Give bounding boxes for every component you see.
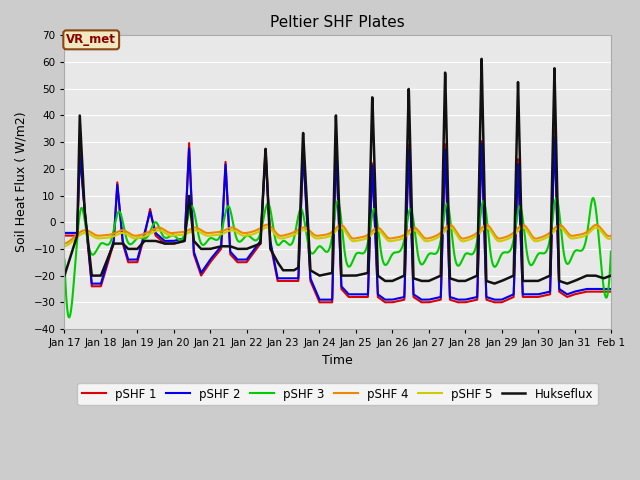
- pSHF 3: [123, 237, 131, 243]
- pSHF 5: [123, 231, 131, 237]
- Hukseflux: [270, 253, 278, 259]
- Hukseflux: [477, 56, 485, 62]
- pSHF 2: [607, 286, 615, 292]
- Hukseflux: [156, 239, 163, 245]
- pSHF 3: [61, 257, 68, 263]
- Hukseflux: [61, 273, 68, 278]
- pSHF 5: [61, 243, 68, 249]
- Line: pSHF 4: pSHF 4: [65, 225, 611, 243]
- pSHF 2: [123, 252, 131, 258]
- pSHF 5: [156, 228, 163, 233]
- pSHF 4: [270, 228, 278, 233]
- pSHF 5: [596, 228, 604, 233]
- pSHF 1: [294, 278, 301, 284]
- Hukseflux: [607, 273, 615, 278]
- pSHF 4: [264, 222, 271, 228]
- pSHF 2: [61, 230, 68, 236]
- Line: Hukseflux: Hukseflux: [65, 59, 611, 284]
- Line: pSHF 3: pSHF 3: [65, 198, 611, 317]
- pSHF 3: [589, 195, 597, 201]
- pSHF 2: [294, 276, 301, 281]
- pSHF 5: [264, 225, 271, 230]
- pSHF 4: [123, 229, 131, 235]
- X-axis label: Time: Time: [323, 354, 353, 367]
- Hukseflux: [123, 245, 131, 251]
- pSHF 1: [123, 254, 131, 260]
- pSHF 5: [294, 230, 301, 236]
- pSHF 3: [294, 215, 301, 221]
- pSHF 2: [270, 257, 278, 263]
- pSHF 3: [270, 230, 278, 236]
- pSHF 1: [316, 300, 323, 305]
- Line: pSHF 1: pSHF 1: [65, 130, 611, 302]
- pSHF 2: [538, 291, 545, 297]
- pSHF 4: [294, 227, 301, 233]
- pSHF 1: [270, 260, 278, 265]
- pSHF 5: [538, 237, 545, 243]
- pSHF 2: [316, 297, 323, 302]
- pSHF 4: [61, 240, 68, 246]
- pSHF 2: [156, 233, 163, 239]
- pSHF 5: [607, 235, 615, 241]
- Y-axis label: Soil Heat Flux ( W/m2): Soil Heat Flux ( W/m2): [15, 112, 28, 252]
- pSHF 1: [550, 127, 558, 132]
- Hukseflux: [538, 276, 545, 282]
- pSHF 4: [156, 225, 163, 230]
- pSHF 1: [538, 293, 545, 299]
- Text: VR_met: VR_met: [67, 33, 116, 47]
- pSHF 3: [156, 225, 163, 231]
- pSHF 1: [607, 289, 615, 295]
- pSHF 3: [538, 250, 545, 256]
- Title: Peltier SHF Plates: Peltier SHF Plates: [270, 15, 405, 30]
- pSHF 1: [61, 233, 68, 239]
- Hukseflux: [563, 281, 571, 287]
- pSHF 4: [596, 225, 604, 230]
- pSHF 3: [596, 255, 604, 261]
- Hukseflux: [294, 265, 301, 271]
- Line: pSHF 2: pSHF 2: [65, 137, 611, 300]
- pSHF 2: [550, 134, 558, 140]
- pSHF 1: [156, 236, 163, 242]
- Line: pSHF 5: pSHF 5: [65, 228, 611, 246]
- pSHF 2: [596, 286, 604, 292]
- pSHF 1: [596, 289, 604, 295]
- pSHF 3: [607, 249, 615, 254]
- Legend: pSHF 1, pSHF 2, pSHF 3, pSHF 4, pSHF 5, Hukseflux: pSHF 1, pSHF 2, pSHF 3, pSHF 4, pSHF 5, …: [77, 383, 598, 405]
- pSHF 4: [538, 234, 545, 240]
- pSHF 5: [270, 230, 278, 236]
- pSHF 4: [607, 233, 615, 239]
- pSHF 3: [65, 314, 73, 320]
- Hukseflux: [596, 275, 604, 280]
